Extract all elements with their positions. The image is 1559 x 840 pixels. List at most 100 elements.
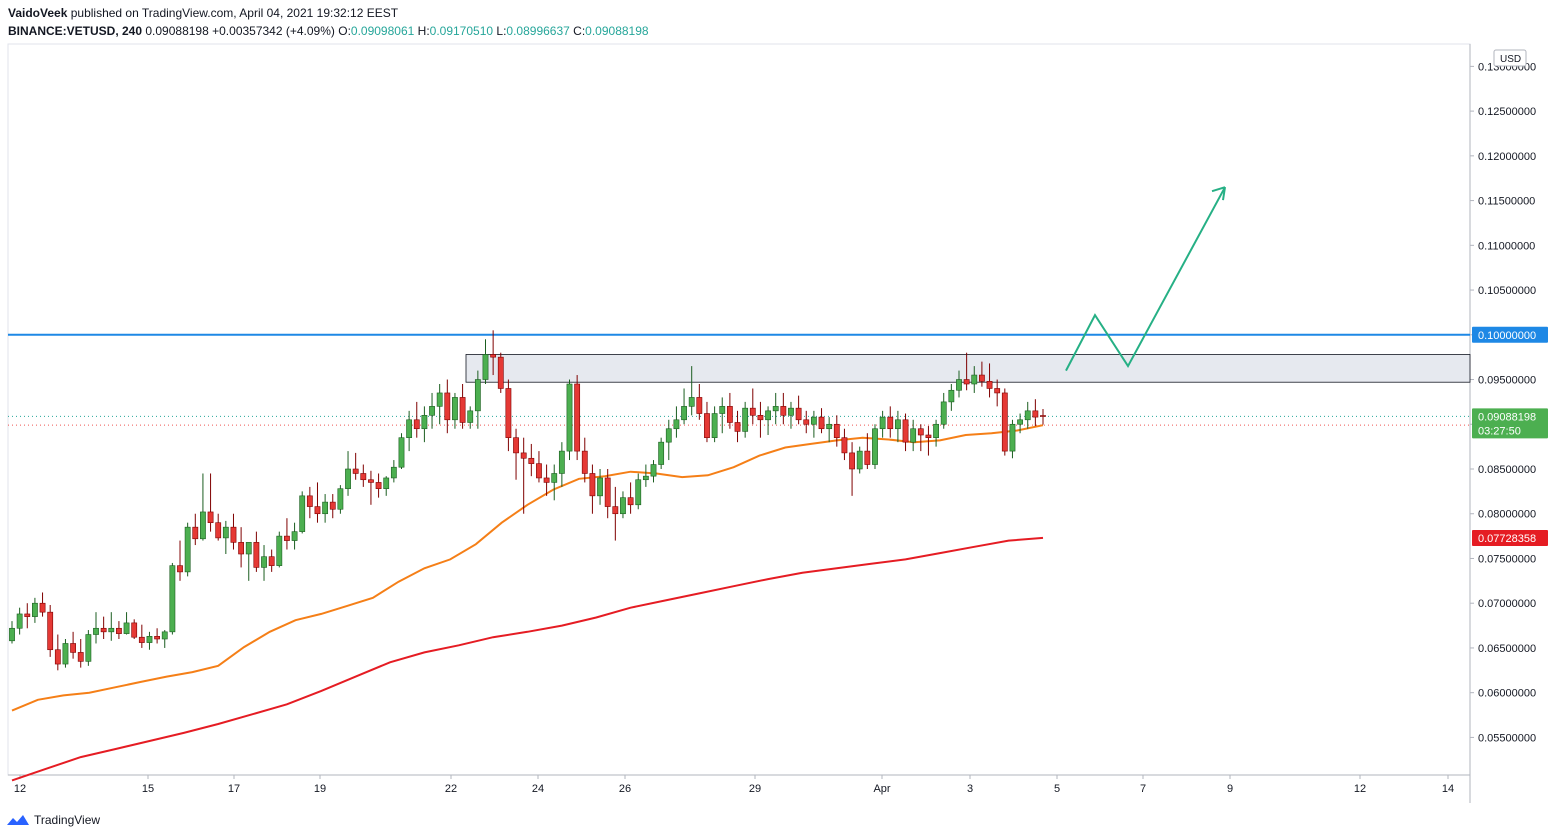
candle-body-down <box>902 419 909 443</box>
y-tick-label: 0.08000000 <box>1478 509 1536 521</box>
candle-body-up <box>673 419 680 430</box>
candle <box>169 562 176 635</box>
candle-body-up <box>788 407 794 416</box>
x-tick-label: 26 <box>619 783 631 795</box>
candle <box>467 406 474 429</box>
candle-body-down <box>352 468 359 474</box>
candle-body-down <box>497 356 504 389</box>
candle-body-down <box>734 422 741 432</box>
candle-body-up <box>337 488 344 510</box>
candle <box>215 513 222 541</box>
high-value: 0.09170510 <box>429 24 494 38</box>
chart-header: VaidoVeek published on TradingView.com, … <box>8 4 649 40</box>
x-tick-label: 3 <box>967 783 973 795</box>
candle <box>902 413 909 452</box>
candle <box>24 603 31 629</box>
candle-body-down <box>986 381 993 389</box>
candle <box>711 406 718 443</box>
candle <box>116 621 122 639</box>
candle <box>329 494 336 519</box>
x-tick-label: 17 <box>228 783 240 795</box>
candle-body-up <box>291 531 298 541</box>
candle <box>864 433 871 469</box>
candle <box>177 540 183 581</box>
candle <box>933 419 939 447</box>
candle-body-down <box>100 627 107 633</box>
candle <box>894 410 901 443</box>
candle-body-down <box>360 473 367 481</box>
y-tick-label: 0.11500000 <box>1478 196 1535 208</box>
candle-body-up <box>85 634 92 662</box>
candle-body-down <box>253 542 260 568</box>
candle-body-down <box>207 511 214 523</box>
candle-body-down <box>818 416 825 430</box>
candle <box>200 473 206 541</box>
candle <box>146 631 153 650</box>
candle-body-down <box>581 450 588 474</box>
candle-body-down <box>215 522 222 539</box>
candle-body-up <box>879 416 886 430</box>
candle <box>734 410 741 443</box>
candle-body-down <box>513 437 519 454</box>
candle-body-down <box>490 354 497 358</box>
candle-body-up <box>245 542 252 555</box>
candle-body-down <box>70 643 76 653</box>
candle-body-down <box>994 388 1001 394</box>
x-tick-label: Apr <box>873 783 890 795</box>
candle <box>788 401 794 429</box>
candle <box>704 401 710 443</box>
y-tick-label: 0.07000000 <box>1478 598 1536 610</box>
candle-body-up <box>398 437 405 468</box>
candle-body-down <box>749 407 756 416</box>
author-name[interactable]: VaidoVeek <box>8 6 68 20</box>
candle <box>650 460 657 483</box>
x-axis: 12 15 17 19 22 24 26 29 Apr 3 5 7 9 12 14 <box>14 775 1454 795</box>
candle <box>261 545 267 581</box>
candle <box>70 631 76 659</box>
candle-body-down <box>803 419 810 425</box>
y-tick-label: 0.09500000 <box>1478 375 1536 387</box>
candle <box>558 442 565 487</box>
candle <box>513 428 519 480</box>
candle-body-down <box>1032 410 1039 418</box>
candle-body-up <box>566 383 573 452</box>
candle-body-down <box>459 397 466 423</box>
candle <box>406 410 413 452</box>
footer-brand[interactable]: TradingView <box>34 813 101 827</box>
candle-body-up <box>650 464 657 477</box>
candle <box>1040 409 1046 425</box>
candle-body-up <box>826 423 833 430</box>
x-tick-label: 12 <box>14 783 26 795</box>
candle <box>16 607 23 635</box>
candle <box>352 452 359 480</box>
candle <box>284 518 290 550</box>
candle <box>597 469 603 505</box>
candle <box>291 522 298 550</box>
candle-body-up <box>108 627 115 633</box>
candle-body-up <box>948 389 955 403</box>
open-value: 0.09098061 <box>350 24 415 38</box>
x-tick-label: 14 <box>1442 783 1454 795</box>
candle <box>635 473 642 510</box>
candle-body-up <box>452 397 458 421</box>
candle-body-up <box>146 636 153 643</box>
candle-body-down <box>704 413 710 438</box>
candle-body-down <box>24 613 31 617</box>
candle <box>818 408 825 434</box>
candle-body-up <box>558 450 565 474</box>
candle <box>360 464 367 487</box>
candle-body-down <box>589 473 596 497</box>
x-tick-label: 24 <box>532 783 544 795</box>
candle <box>642 464 649 487</box>
candle-body-down <box>925 434 932 438</box>
x-tick-label: 22 <box>445 783 457 795</box>
currency-badge <box>1493 49 1527 67</box>
candle <box>620 491 626 519</box>
candle-body-down <box>543 477 550 483</box>
candle <box>1017 413 1023 434</box>
candle-body-up <box>642 475 649 481</box>
candle <box>238 527 245 568</box>
candle-body-down <box>230 526 237 543</box>
candle <box>245 542 252 581</box>
